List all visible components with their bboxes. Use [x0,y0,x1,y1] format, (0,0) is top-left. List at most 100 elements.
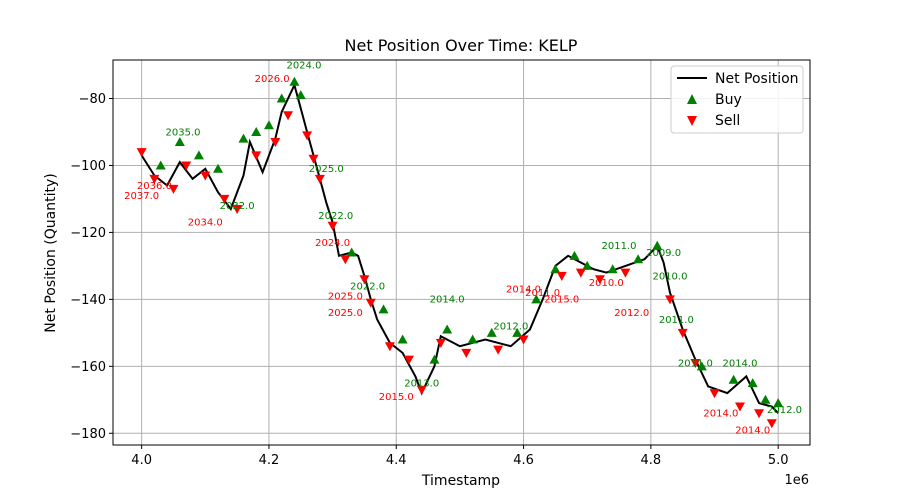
y-tick-label: −120 [70,226,106,241]
x-axis-ticks: 4.0 4.2 4.4 4.6 4.8 5.0 [131,445,789,468]
buy-marker [728,374,739,384]
sell-triangle-icon [687,116,697,126]
legend-box [670,65,804,134]
sell-marker [493,345,504,355]
buy-marker [696,361,707,371]
buy-marker [607,264,618,274]
trade-annotation: 2010.0 [652,271,687,282]
trade-annotation: 2014.0 [430,295,465,306]
y-tick-label: −180 [70,427,106,442]
buy-marker [251,126,262,136]
x-tick-label: 4.6 [513,453,534,468]
trade-annotation: 2011.0 [678,358,713,369]
buy-marker [378,304,389,314]
sell-marker [594,275,605,285]
sell-marker [365,298,376,308]
sell-marker [149,174,160,184]
trade-annotation: 2010.0 [589,278,624,289]
buy-marker [442,324,453,334]
buy-marker [213,163,224,173]
sell-marker [384,342,395,352]
x-tick-label: 4.8 [641,453,662,468]
trade-annotation: 2009.0 [646,248,681,259]
x-axis-offset-label: 1e6 [784,473,809,488]
sell-marker [232,204,243,214]
trade-annotation: 2014.0 [703,409,738,420]
legend: Net Position Buy Sell [670,65,804,134]
trade-annotation: 2012.0 [767,405,802,416]
trade-annotation: 2025.0 [328,308,363,319]
trade-annotation: 2015.0 [544,295,579,306]
buy-marker [652,240,663,250]
trade-annotation: 2032.0 [220,201,255,212]
x-tick-label: 4.4 [386,453,407,468]
trade-annotation: 2024.0 [315,238,350,249]
sell-marker [359,275,370,285]
sell-marker [302,131,313,141]
buy-marker [238,133,249,143]
sell-marker [136,148,147,158]
trade-annotation: 2014.0 [735,425,770,436]
sell-marker [620,268,631,278]
buy-marker [276,93,287,103]
chart-title: Net Position Over Time: KELP [345,36,578,55]
buy-marker [569,250,580,260]
buy-marker [263,120,274,130]
y-tick-label: −80 [79,92,106,107]
sell-marker [219,194,230,204]
sell-marker [416,385,427,395]
buy-marker [486,327,497,337]
x-tick-label: 4.0 [131,453,152,468]
trade-annotation: 2015.0 [379,392,414,403]
sell-marker [556,271,567,281]
buy-marker [193,150,204,160]
legend-label-net-position: Net Position [715,71,799,87]
buy-marker [174,137,185,147]
sell-marker [314,174,325,184]
trade-annotation: 2035.0 [166,127,201,138]
sell-marker [690,358,701,368]
sell-marker [461,348,472,358]
buy-marker [295,90,306,100]
sell-marker [181,161,192,171]
trade-annotation: 2037.0 [124,191,159,202]
marker-layer [136,76,784,429]
sell-marker [327,221,338,231]
plot-frame [112,59,811,446]
buy-marker [747,378,758,388]
y-axis-ticks: −80 −100 −120 −140 −160 −180 [70,92,113,442]
sell-marker [200,171,211,181]
trade-annotation: 2024.0 [286,60,321,71]
buy-marker [773,398,784,408]
buy-marker [582,260,593,270]
trade-annotation: 2013.0 [404,378,439,389]
x-tick-label: 4.2 [259,453,280,468]
sell-marker [664,295,675,305]
buy-marker [531,294,542,304]
buy-marker [633,254,644,264]
y-tick-label: −100 [70,159,106,174]
sell-marker [340,255,351,265]
buy-marker [760,394,771,404]
sell-marker [403,355,414,365]
trade-annotation: 2034.0 [188,218,223,229]
buy-marker [467,334,478,344]
trade-annotation: 2014.0 [722,358,757,369]
trade-annotation: 2025.0 [309,164,344,175]
y-tick-label: −160 [70,360,106,375]
x-tick-label: 5.0 [768,453,789,468]
trade-annotation: 2011.0 [602,241,637,252]
sell-marker [270,138,281,148]
legend-label-buy: Buy [715,92,742,108]
buy-marker [289,76,300,86]
trade-annotation: 2022.0 [350,281,385,292]
trade-annotation: 2014.0 [506,285,541,296]
buy-marker [346,247,357,257]
buy-marker [429,354,440,364]
legend-label-sell: Sell [715,113,740,129]
sell-marker [435,338,446,348]
x-axis-label: Timestamp [421,473,500,489]
trade-annotation: 2036.0 [137,181,172,192]
y-axis-label: Net Position (Quantity) [43,173,59,332]
